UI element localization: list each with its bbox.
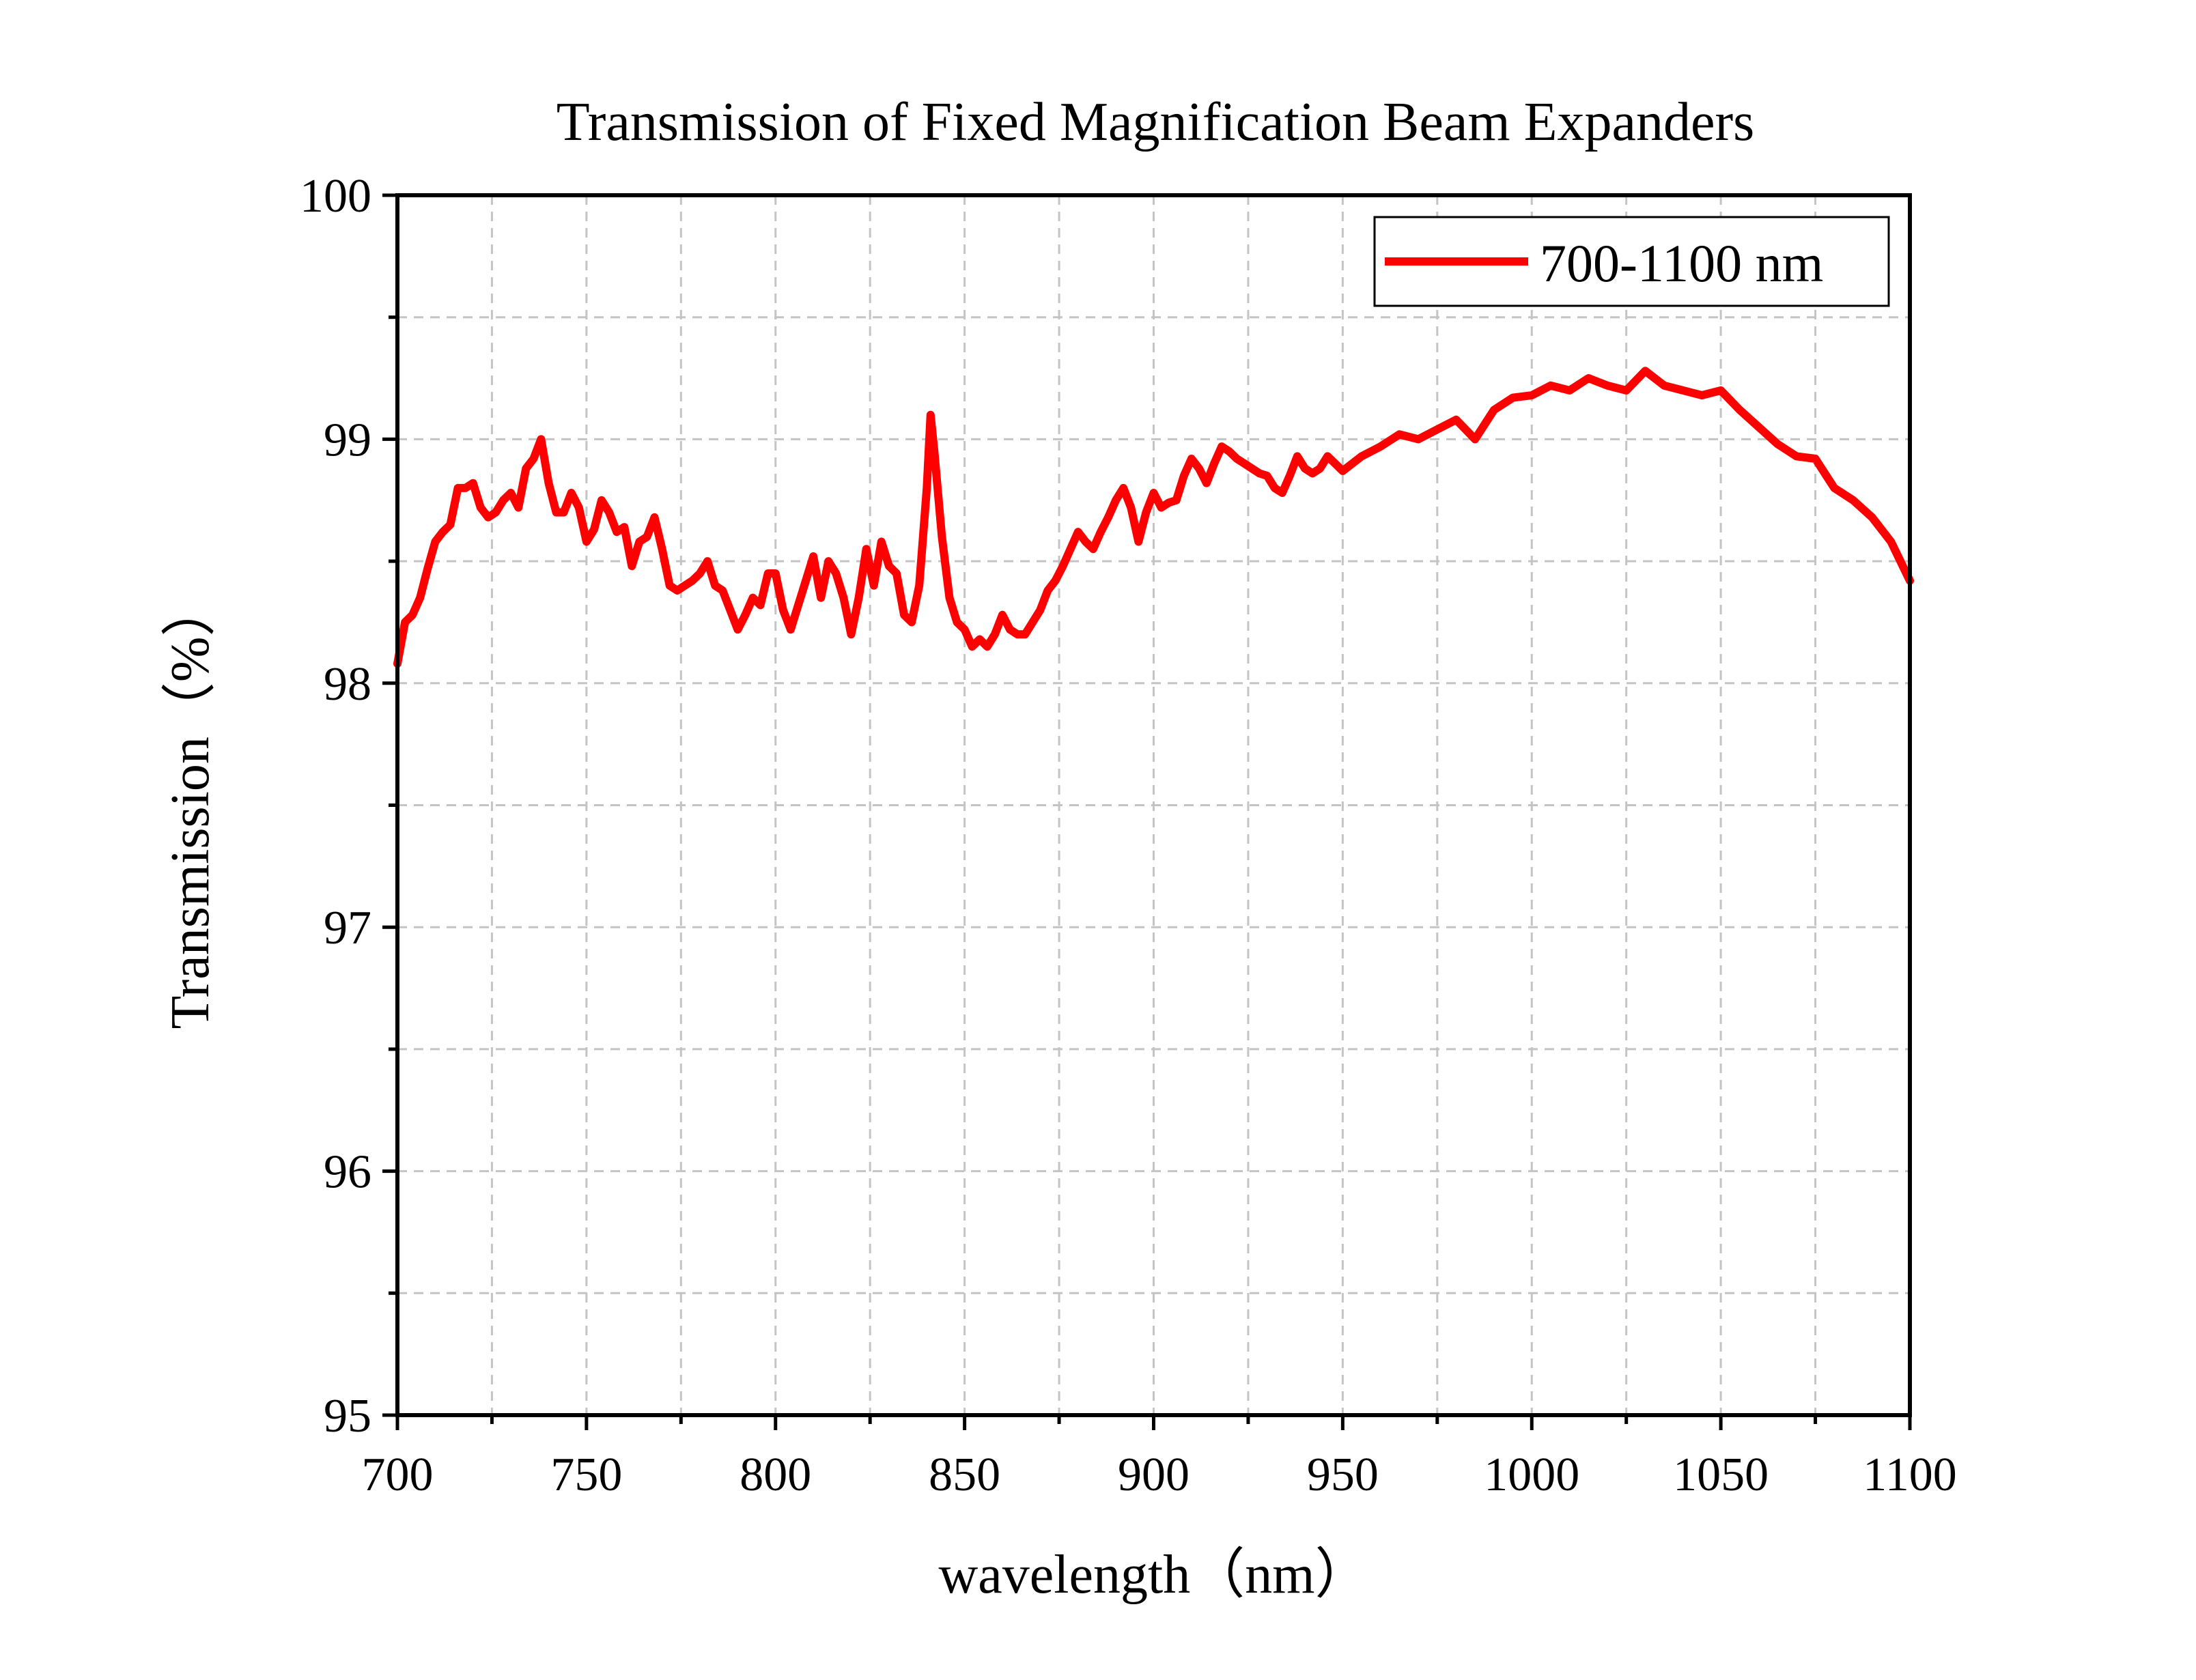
x-tick-label: 800 (740, 1449, 811, 1501)
x-tick-label: 750 (550, 1449, 622, 1501)
x-tick-label: 1050 (1673, 1449, 1769, 1501)
grid (397, 195, 1910, 1415)
x-tick-label: 1100 (1863, 1449, 1956, 1501)
y-tick-label: 97 (324, 902, 371, 954)
y-tick-labels: 95 96 97 98 99 100 (300, 170, 371, 1442)
y-tick-label: 96 (324, 1146, 371, 1199)
x-tick-label: 850 (929, 1449, 1000, 1501)
chart-title: Transmission of Fixed Magnification Beam… (557, 92, 1755, 152)
y-tick-label: 100 (300, 170, 371, 223)
legend: 700-1100 nm (1373, 216, 1890, 307)
y-tick-label: 99 (324, 414, 371, 466)
x-tick-label: 1000 (1484, 1449, 1579, 1501)
x-tick-label: 950 (1307, 1449, 1379, 1501)
y-tick-label: 95 (324, 1390, 371, 1442)
x-tick-label: 900 (1118, 1449, 1190, 1501)
y-tick-label: 98 (324, 658, 371, 711)
legend-label: 700-1100 nm (1540, 233, 1823, 293)
x-tick-label: 700 (362, 1449, 434, 1501)
series-line (393, 367, 1914, 668)
axis-ticks (382, 193, 1912, 1430)
y-axis-label: Transmission（%） (160, 582, 221, 1029)
x-axis-label: wavelength（nm） (939, 1545, 1370, 1605)
x-tick-labels: 700 750 800 850 900 950 1000 1050 1100 (362, 1449, 1957, 1501)
